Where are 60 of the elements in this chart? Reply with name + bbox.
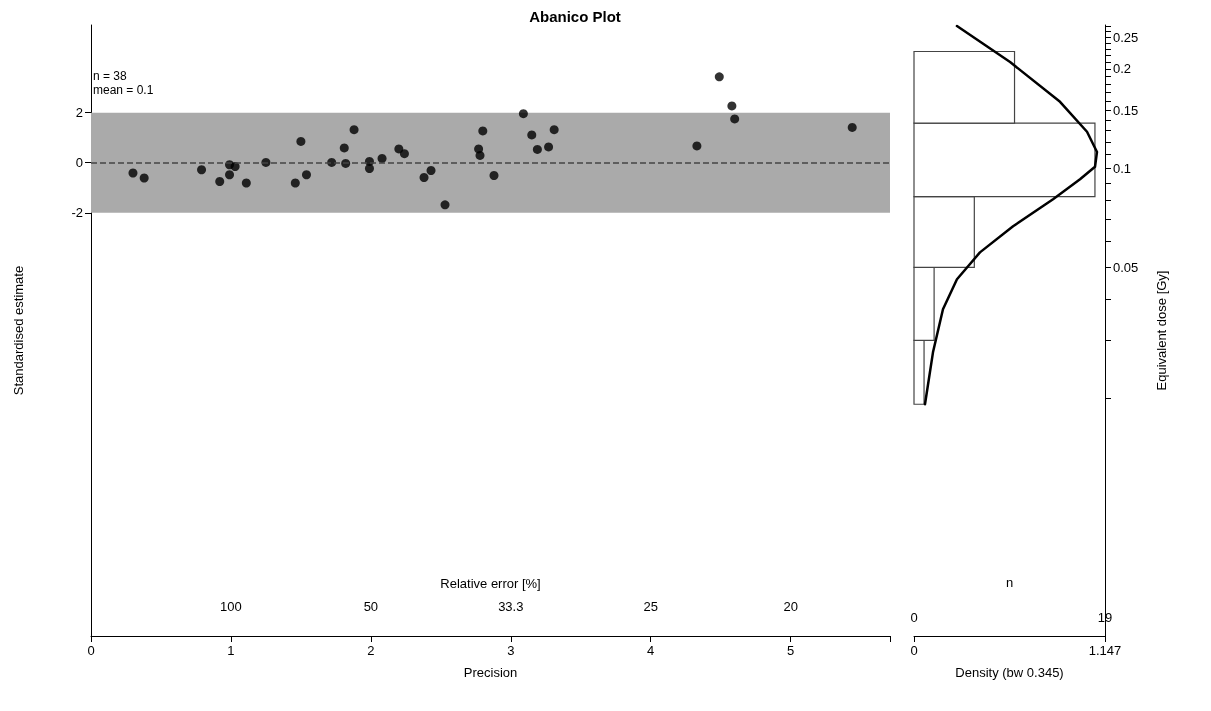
point <box>727 101 737 111</box>
point <box>349 125 359 135</box>
y-tick-label: 0.15 <box>1113 102 1139 118</box>
point <box>139 173 149 183</box>
annotation: mean = 0.1 <box>93 83 154 97</box>
y-axis-title: Equivalent dose [Gy] <box>1154 270 1169 391</box>
point <box>377 153 387 163</box>
x-axis-title: Precision <box>463 665 518 680</box>
annotation: n = 38 <box>93 69 128 83</box>
point <box>714 72 724 82</box>
annotation: 50 <box>363 598 379 614</box>
point <box>225 170 235 180</box>
annotation: 25 <box>643 598 658 614</box>
point <box>489 171 499 180</box>
annotation: 33.3 <box>498 598 524 614</box>
point <box>128 168 138 178</box>
point <box>847 122 857 132</box>
point <box>475 150 485 160</box>
x-tick-label: 1 <box>227 643 235 658</box>
x-tick-label: 2 <box>367 643 375 658</box>
point <box>364 163 374 173</box>
point <box>532 144 542 154</box>
point <box>241 178 251 188</box>
point <box>549 125 559 135</box>
point <box>399 149 409 159</box>
y-tick-label: 0.05 <box>1113 259 1139 275</box>
y-tick-label: 0.1 <box>1113 160 1132 176</box>
chart-title: Abanico Plot <box>529 8 621 25</box>
x-axis-title: n <box>1005 575 1014 590</box>
x-tick-label: 3 <box>507 643 515 658</box>
point <box>419 173 429 182</box>
point <box>426 165 436 175</box>
y-tick-label: 2 <box>75 105 83 121</box>
y-axis-title: Standardised estimate <box>11 265 26 396</box>
x-tick-label: 5 <box>787 643 795 658</box>
y-tick-label: 0 <box>75 155 83 171</box>
annotation: 20 <box>783 598 798 614</box>
point <box>197 165 207 175</box>
point <box>478 126 488 136</box>
point <box>296 136 306 146</box>
x-tick-label: 4 <box>647 643 655 658</box>
point <box>730 114 740 124</box>
point <box>440 200 450 210</box>
x-tick-label: 0 <box>87 643 95 658</box>
point <box>692 141 702 151</box>
point <box>290 178 300 188</box>
point <box>518 109 528 119</box>
annotation: 100 <box>220 598 242 614</box>
point <box>215 177 225 186</box>
y-tick-label: -2 <box>71 205 83 221</box>
annotation: Relative error [%] <box>440 575 541 591</box>
y-tick-label: 0.25 <box>1113 29 1139 45</box>
x2-axis-title: Density (bw 0.345) <box>955 665 1064 680</box>
point <box>527 130 537 140</box>
x2-tick-label: 1.147 <box>1088 643 1122 658</box>
point <box>302 170 311 180</box>
y-tick-label: 0.2 <box>1113 61 1132 77</box>
point <box>339 143 349 153</box>
point <box>544 142 554 152</box>
point <box>394 144 404 154</box>
